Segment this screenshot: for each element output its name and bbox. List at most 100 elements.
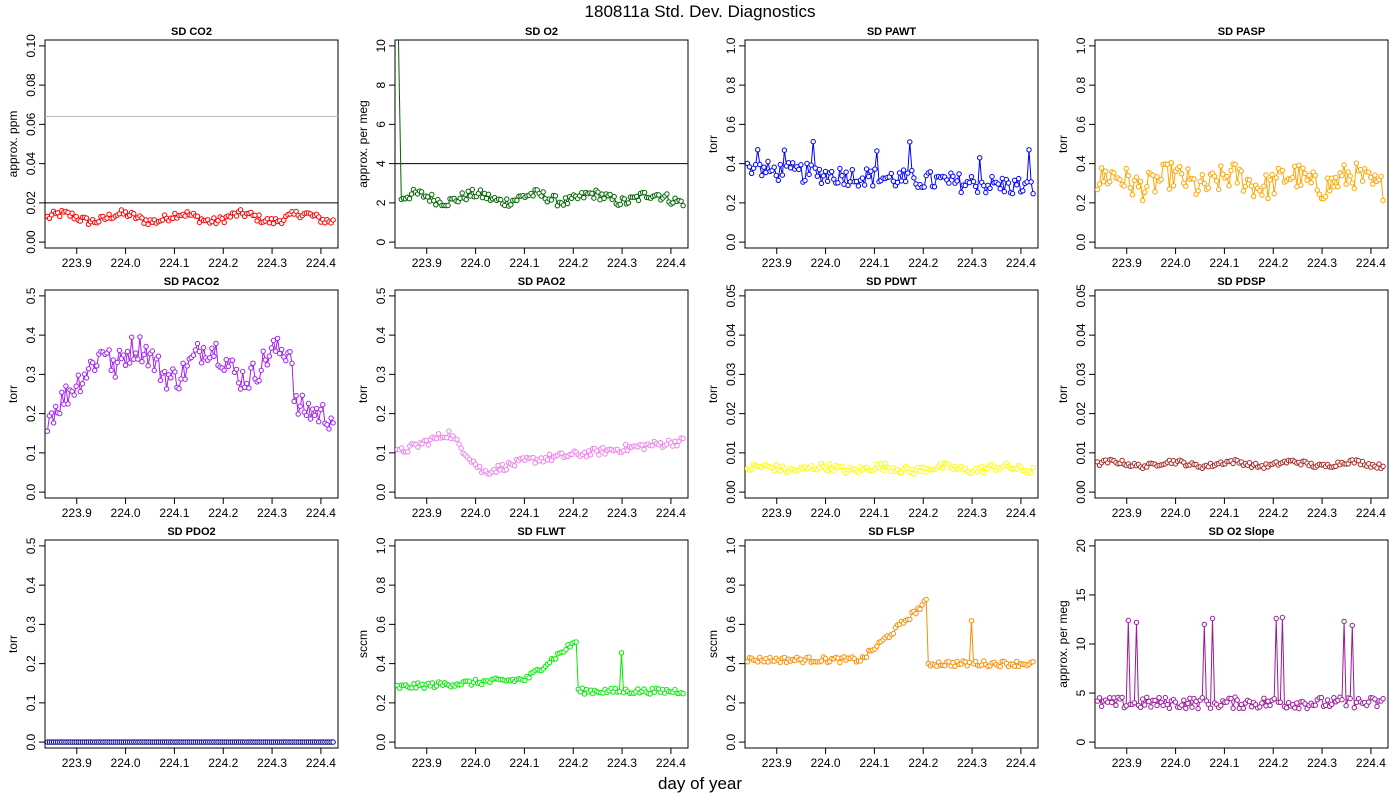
chart-panel: SD PACO2 torr 223.9 224.0 224.1 224.2 224.3 224… [6, 276, 339, 520]
data-point [680, 435, 686, 442]
data-point [1195, 705, 1201, 712]
data-point [1333, 174, 1339, 181]
data-point [837, 165, 843, 172]
data-point [796, 166, 802, 173]
data-point [872, 166, 878, 172]
plot-frame [744, 289, 1039, 499]
data-point [262, 357, 268, 363]
data-point [1343, 703, 1349, 709]
x-tick-label: 223.9 [62, 756, 92, 770]
data-point [981, 470, 987, 476]
data-point [316, 214, 322, 220]
data-point [907, 139, 913, 145]
data-point [919, 602, 925, 608]
x-tick-label: 223.9 [762, 256, 792, 270]
data-point [635, 686, 641, 692]
data-point [589, 190, 595, 197]
data-point [48, 410, 55, 416]
chart-title: SD CO2 [171, 26, 212, 38]
y-axis-label: torr [706, 385, 720, 403]
data-point [237, 207, 244, 213]
data-point [1191, 176, 1197, 182]
data-point [1376, 461, 1382, 467]
data-point [917, 468, 923, 475]
y-tick-label: 2 [374, 199, 388, 206]
data-point [594, 448, 600, 454]
x-tick-label: 224.2 [1258, 506, 1288, 520]
data-point [997, 663, 1003, 670]
data-point [498, 197, 504, 203]
y-tick-label: 0.5 [24, 537, 38, 554]
data-point [621, 196, 627, 202]
data-point [1224, 173, 1230, 180]
x-tick-label: 224.4 [656, 506, 686, 520]
series [45, 334, 336, 434]
data-point [680, 202, 686, 209]
data-point [1216, 186, 1222, 193]
data-point [1030, 191, 1036, 197]
plot-frame [1094, 289, 1389, 499]
y-tick-label: 0.1 [374, 444, 388, 461]
data-point [896, 170, 903, 176]
data-point [1257, 704, 1263, 710]
chart-panel: SD FLSP sccm 223.9 224.0 224.1 224.2 224.3 224.… [706, 526, 1039, 770]
y-tick-label: 0.0 [374, 733, 388, 750]
data-point [405, 449, 411, 455]
data-point [1179, 171, 1185, 177]
data-point [311, 412, 318, 419]
data-point [1269, 171, 1275, 178]
data-point [1185, 700, 1191, 707]
series [1095, 160, 1386, 204]
y-tick-label: 0.05 [724, 284, 738, 308]
data-point [987, 185, 993, 192]
series [745, 596, 1036, 670]
data-point [855, 183, 862, 189]
x-tick-label: 224.3 [257, 506, 287, 520]
y-tick-label: 0.02 [724, 402, 738, 426]
data-point [1372, 172, 1378, 178]
data-point [1259, 192, 1265, 198]
data-point [1380, 463, 1386, 469]
data-point [137, 334, 143, 340]
x-tick-label: 224.1 [509, 756, 539, 770]
data-point [415, 444, 421, 450]
data-point [837, 659, 843, 666]
data-point [1273, 615, 1279, 622]
plot-frame [1094, 539, 1389, 749]
data-point [233, 213, 240, 219]
data-point [1183, 705, 1189, 711]
data-point [1201, 180, 1208, 187]
x-tick-label: 224.1 [1209, 506, 1239, 520]
data-point [244, 380, 250, 387]
x-tick-label: 224.3 [607, 756, 637, 770]
data-point [511, 463, 518, 469]
data-point [779, 172, 786, 178]
data-point [1349, 180, 1356, 186]
chart-title: SD PAO2 [518, 276, 565, 288]
data-point [458, 445, 464, 451]
data-point [1133, 619, 1140, 626]
data-point [1228, 167, 1234, 174]
data-point [127, 360, 133, 366]
y-tick-label: 0.10 [24, 34, 38, 58]
data-point [413, 685, 419, 691]
data-point [1322, 194, 1329, 200]
chart-title: SD PDSP [1217, 276, 1265, 288]
y-tick-label: 0.4 [374, 655, 388, 672]
data-point [92, 367, 98, 374]
y-tick-label: 0.8 [724, 576, 738, 593]
data-point [83, 375, 90, 381]
y-tick-label: 0.6 [374, 616, 388, 633]
data-point [250, 360, 256, 366]
data-point [839, 463, 845, 469]
data-point [882, 460, 888, 467]
data-point [1154, 702, 1160, 709]
chart-title: SD O2 Slope [1208, 526, 1274, 538]
x-tick-label: 223.9 [412, 256, 442, 270]
data-point [425, 194, 431, 200]
data-point [917, 606, 923, 612]
data-point [435, 431, 442, 437]
data-point [433, 202, 439, 208]
data-point [1119, 457, 1125, 464]
